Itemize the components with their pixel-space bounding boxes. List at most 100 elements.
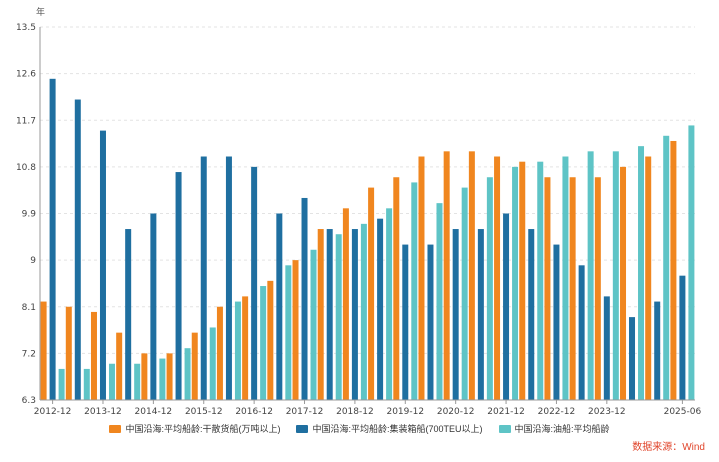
bar-1-2013-12 <box>99 130 106 401</box>
bar-0-2014-06 <box>116 332 123 400</box>
bar-0-2019-12 <box>393 177 400 400</box>
bar-2-2013-06 <box>83 368 90 400</box>
legend-item-0: 中国沿海:平均船龄:干散货船(万吨以上) <box>109 422 280 435</box>
bar-1-2024-06 <box>629 317 636 400</box>
x-tick-label: 2013-12 <box>84 407 122 417</box>
bar-1-2016-06 <box>225 156 232 400</box>
bar-2-2017-12 <box>310 249 317 400</box>
legend-swatch <box>498 424 511 433</box>
bar-2-2019-12 <box>411 182 418 400</box>
bar-2-2021-06 <box>486 177 493 400</box>
bar-0-2021-06 <box>468 151 475 400</box>
x-tick-label: 2012-12 <box>34 407 72 417</box>
bar-0-2013-12 <box>90 311 97 400</box>
bar-1-2021-12 <box>503 213 510 400</box>
bar-1-2020-06 <box>427 244 434 400</box>
x-tick-label: 2023-12 <box>588 407 626 417</box>
bar-0-2016-12 <box>242 296 249 400</box>
bar-0-2015-12 <box>191 332 198 400</box>
bar-1-2023-12 <box>603 296 610 400</box>
bar-2-2018-06 <box>335 234 342 400</box>
bar-2-2024-06 <box>638 146 645 400</box>
bar-1-2023-06 <box>578 265 585 400</box>
bar-2-2016-12 <box>260 286 267 400</box>
x-tick-label: 2018-12 <box>336 407 374 417</box>
bar-2-2023-12 <box>612 151 619 400</box>
legend-swatch <box>296 424 309 433</box>
y-tick-label: 12.6 <box>16 70 36 80</box>
bar-0-2024-06 <box>620 166 627 400</box>
x-tick-label: 2019-12 <box>386 407 424 417</box>
bar-0-2020-12 <box>443 151 450 400</box>
y-tick-label: 11.7 <box>16 116 36 126</box>
bar-0-2024-12 <box>645 156 652 400</box>
bar-1-2021-06 <box>477 229 484 400</box>
bar-0-2016-06 <box>216 306 223 400</box>
bar-0-2021-12 <box>494 156 501 400</box>
bar-2-2013-12 <box>108 363 115 400</box>
bar-2-2019-06 <box>386 208 393 400</box>
bar-2-2016-06 <box>234 301 241 400</box>
bar-1-2017-12 <box>301 197 308 400</box>
bar-1-2019-12 <box>402 244 409 400</box>
bar-1-2022-06 <box>528 229 535 400</box>
chart-legend: 中国沿海:平均船龄:干散货船(万吨以上) 中国沿海:平均船龄:集装箱船(700TE… <box>0 422 719 435</box>
bar-1-2024-12 <box>654 301 661 400</box>
bar-0-2023-06 <box>569 177 576 400</box>
bar-1-2022-12 <box>553 244 560 400</box>
x-tick-label: 2020-12 <box>437 407 475 417</box>
bar-2-2014-06 <box>134 363 141 400</box>
axis-layer: 年 6.3 7.2 8.1 9 9.9 10.8 11.7 12.6 13.5 2012-12 20… <box>16 6 702 417</box>
bar-layer <box>40 78 695 401</box>
bar-1-2014-12 <box>150 213 157 400</box>
bar-2-2015-06 <box>184 348 191 400</box>
bar-0-2015-06 <box>166 353 173 401</box>
bar-1-2018-12 <box>351 229 358 400</box>
bar-2-2015-12 <box>209 327 216 400</box>
bar-2-2014-12 <box>159 358 166 400</box>
bar-0-2018-06 <box>317 229 324 400</box>
bar-2-2020-06 <box>436 203 443 400</box>
legend-swatch <box>109 424 122 433</box>
x-tick-label: 2016-12 <box>235 407 273 417</box>
bar-0-2013-06 <box>65 306 72 400</box>
bar-1-2015-06 <box>175 172 182 400</box>
x-tick-label: 2022-12 <box>538 407 576 417</box>
bar-2-2025-06 <box>688 125 695 401</box>
source-note: 数据来源：Wind <box>632 442 705 453</box>
bar-1-2019-06 <box>377 218 384 400</box>
bar-0-2025-06 <box>670 140 677 400</box>
x-tick-label: 2014-12 <box>135 407 173 417</box>
y-tick-label: 6.3 <box>22 396 36 406</box>
bar-0-2020-06 <box>418 156 425 400</box>
bar-2-2012-12 <box>58 368 65 400</box>
bar-0-2012-12 <box>40 301 47 400</box>
bar-1-2017-06 <box>276 213 283 400</box>
legend-label: 中国沿海:油船:平均船龄 <box>514 424 610 434</box>
bar-0-2022-12 <box>544 177 551 400</box>
bar-2-2020-12 <box>461 187 468 400</box>
bar-2-2018-12 <box>360 223 367 400</box>
bar-1-2012-12 <box>49 78 56 400</box>
bar-0-2022-06 <box>519 161 526 400</box>
bar-1-2013-06 <box>74 99 81 400</box>
x-tick-label: 2021-12 <box>487 407 525 417</box>
bar-2-2023-06 <box>587 151 594 400</box>
y-tick-label: 9 <box>30 256 36 266</box>
legend-item-1: 中国沿海:平均船龄:集装箱船(700TEU以上) <box>296 422 483 435</box>
bar-1-2014-06 <box>125 229 132 400</box>
bar-2-2017-06 <box>285 265 292 400</box>
bar-2-2024-12 <box>663 135 670 401</box>
bar-0-2017-12 <box>292 260 299 401</box>
bar-0-2017-06 <box>267 280 274 400</box>
bar-1-2020-12 <box>452 229 459 400</box>
x-tick-label: 2015-12 <box>185 407 223 417</box>
bar-2-2022-06 <box>537 161 544 400</box>
y-tick-label: 10.8 <box>16 163 36 173</box>
bar-1-2016-12 <box>251 166 258 400</box>
y-tick-label: 8.1 <box>22 303 36 313</box>
legend-item-2: 中国沿海:油船:平均船龄 <box>498 422 610 435</box>
x-tick-label: 2025-06 <box>664 407 702 417</box>
